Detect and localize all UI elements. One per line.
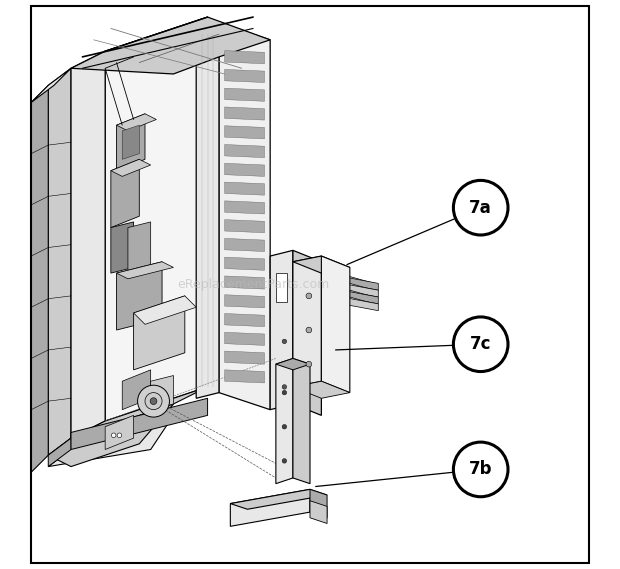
Polygon shape [224,163,265,176]
Circle shape [150,398,157,405]
Polygon shape [117,114,156,131]
Polygon shape [122,125,140,159]
Polygon shape [276,358,310,370]
Polygon shape [224,145,265,158]
Polygon shape [224,276,265,289]
Circle shape [282,459,286,463]
Polygon shape [224,332,265,345]
Polygon shape [111,159,140,228]
Polygon shape [71,398,208,450]
Polygon shape [276,273,287,302]
Circle shape [282,385,286,389]
Polygon shape [71,51,105,438]
Polygon shape [293,288,378,305]
Polygon shape [224,257,265,270]
Polygon shape [293,250,321,415]
Polygon shape [111,222,134,273]
Polygon shape [48,404,174,467]
Polygon shape [224,107,265,120]
Polygon shape [111,159,151,176]
Circle shape [282,390,286,395]
Circle shape [282,339,286,344]
Polygon shape [231,489,327,509]
Polygon shape [117,262,174,279]
Polygon shape [48,68,71,455]
Circle shape [453,180,508,235]
Polygon shape [310,501,327,523]
Polygon shape [321,256,350,393]
Polygon shape [105,415,134,450]
Polygon shape [224,238,265,251]
Polygon shape [293,281,378,298]
Polygon shape [117,262,162,330]
Polygon shape [224,126,265,139]
Polygon shape [276,358,293,484]
Polygon shape [293,281,378,304]
Circle shape [282,362,286,366]
Polygon shape [128,222,151,273]
Circle shape [112,433,116,438]
Polygon shape [224,351,265,364]
Circle shape [306,327,312,333]
Polygon shape [219,23,270,410]
Polygon shape [293,267,378,290]
Circle shape [282,424,286,429]
Polygon shape [48,438,71,467]
Polygon shape [293,274,378,297]
Text: 7b: 7b [469,460,492,479]
Polygon shape [196,23,219,398]
Circle shape [138,385,169,417]
Text: 7c: 7c [470,335,492,353]
Polygon shape [224,220,265,233]
Polygon shape [122,370,151,410]
Polygon shape [293,274,378,291]
Circle shape [306,361,312,367]
Polygon shape [293,256,321,387]
Polygon shape [293,256,350,273]
Polygon shape [224,295,265,308]
Polygon shape [231,489,310,526]
Text: eReplacementParts.com: eReplacementParts.com [177,278,329,291]
Polygon shape [293,358,310,484]
Polygon shape [293,288,378,311]
Polygon shape [151,376,174,410]
Polygon shape [71,387,208,444]
Polygon shape [134,296,185,370]
Circle shape [145,393,162,410]
Polygon shape [224,88,265,101]
Polygon shape [134,296,196,324]
Polygon shape [224,69,265,83]
Polygon shape [293,381,350,398]
Polygon shape [31,85,48,472]
Polygon shape [224,201,265,214]
Polygon shape [224,370,265,383]
Polygon shape [224,51,265,64]
Polygon shape [224,314,265,327]
Polygon shape [293,267,378,284]
Polygon shape [71,17,270,74]
Polygon shape [270,250,293,410]
Polygon shape [117,114,145,171]
Polygon shape [310,489,327,518]
Circle shape [306,293,312,299]
Polygon shape [31,68,71,102]
Circle shape [453,442,508,497]
Text: 7a: 7a [469,199,492,217]
Circle shape [117,433,122,438]
Circle shape [453,317,508,372]
Polygon shape [48,415,174,467]
Polygon shape [105,17,208,421]
Polygon shape [224,182,265,195]
